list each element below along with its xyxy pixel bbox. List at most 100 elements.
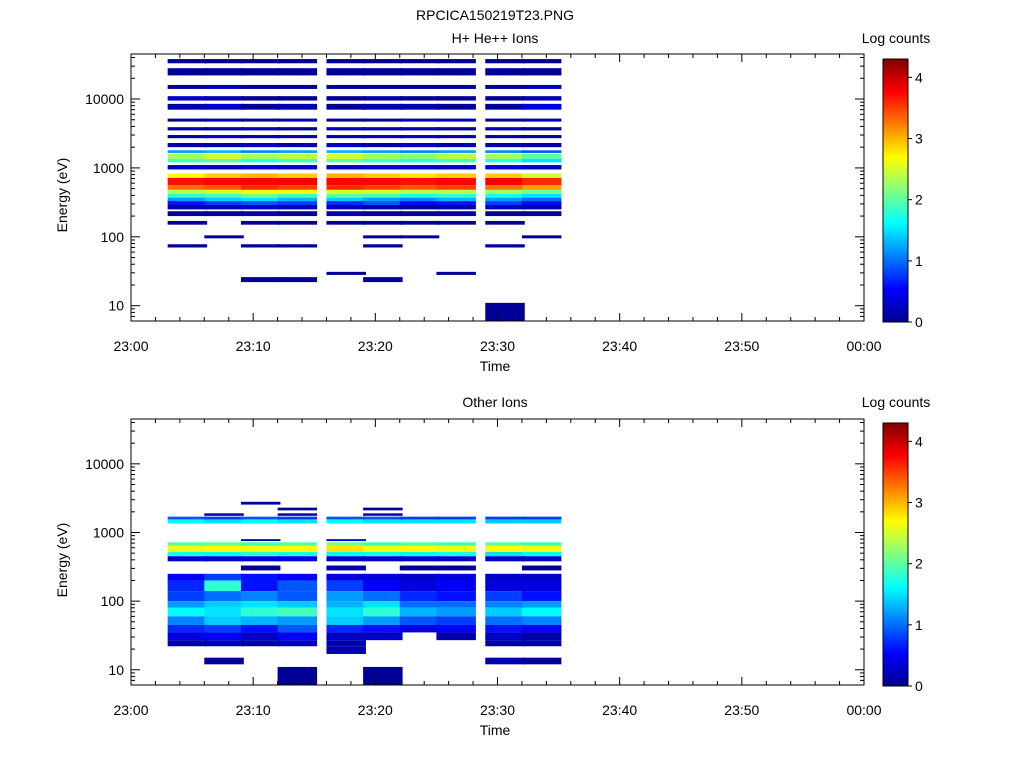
- heatmap-cell: [240, 516, 281, 520]
- heatmap-cell: [399, 177, 440, 186]
- heatmap-cell: [167, 158, 208, 163]
- heatmap-cell: [485, 632, 525, 641]
- heatmap-cell: [399, 197, 440, 202]
- heatmap-cell: [167, 84, 208, 89]
- y-axis-label-top: Energy (eV): [54, 158, 70, 233]
- colorbar-tick-label: 3: [915, 495, 923, 511]
- heatmap-cells-bottom: [167, 501, 562, 685]
- heatmap-cell: [240, 173, 281, 178]
- y-tick-label: 10000: [85, 456, 124, 472]
- heatmap-cell: [521, 173, 562, 178]
- y-axis-top: 10 100 1000 10000: [85, 57, 864, 322]
- heatmap-cell: [521, 150, 562, 153]
- heatmap-cell: [277, 211, 318, 217]
- heatmap-cell: [277, 197, 318, 202]
- heatmap-cell: [240, 244, 281, 248]
- heatmap-cell: [204, 173, 244, 178]
- heatmap-cell: [277, 135, 318, 139]
- heatmap-cell: [436, 519, 476, 524]
- heatmap-cell: [167, 545, 208, 552]
- heatmap-cell: [399, 624, 440, 633]
- heatmap-cell: [240, 632, 281, 641]
- heatmap-cell: [521, 153, 562, 159]
- heatmap-cell: [485, 84, 525, 89]
- heatmap-cell: [399, 189, 440, 194]
- heatmap-cell: [363, 607, 403, 617]
- heatmap-cell: [167, 640, 208, 647]
- colorbar-tick-label: 0: [915, 678, 923, 694]
- colorbar-tick-label: 2: [915, 192, 923, 208]
- x-tick-label: 23:10: [236, 702, 271, 718]
- heatmap-cell: [521, 657, 562, 665]
- heatmap-cell: [436, 607, 476, 617]
- heatmap-cell: [521, 59, 562, 64]
- heatmap-cell: [167, 59, 208, 64]
- heatmap-cell: [363, 142, 403, 148]
- heatmap-cell: [436, 153, 476, 159]
- heatmap-cell: [363, 158, 403, 163]
- heatmap-cell: [204, 103, 244, 110]
- heatmap-cell: [167, 244, 208, 248]
- heatmap-cell: [436, 68, 476, 76]
- heatmap-cell: [363, 59, 403, 64]
- heatmap-cell: [399, 158, 440, 163]
- heatmap-cell: [240, 277, 281, 283]
- heatmap-cell: [436, 142, 476, 148]
- heatmap-cell: [436, 565, 476, 571]
- heatmap-cell: [436, 150, 476, 153]
- heatmap-cell: [399, 153, 440, 159]
- heatmap-cell: [399, 84, 440, 89]
- heatmap-cell: [277, 580, 318, 592]
- heatmap-cell: [363, 118, 403, 122]
- heatmap-cell: [436, 204, 476, 210]
- heatmap-cell: [485, 640, 525, 647]
- heatmap-cell: [363, 204, 403, 210]
- heatmap-cell: [363, 150, 403, 153]
- heatmap-cell: [521, 545, 562, 552]
- colorbar-label-bottom: Log counts: [862, 394, 931, 410]
- heatmap-cell: [240, 165, 281, 170]
- heatmap-cell: [277, 127, 318, 131]
- heatmap-cell: [204, 235, 244, 239]
- heatmap-cell: [167, 127, 208, 131]
- heatmap-cell: [363, 173, 403, 178]
- heatmap-cell: [485, 211, 525, 217]
- heatmap-cell: [399, 150, 440, 153]
- heatmap-cell: [399, 591, 440, 602]
- heatmap-cell: [485, 158, 525, 163]
- heatmap-cell: [277, 556, 318, 562]
- heatmap-cell: [436, 542, 476, 546]
- heatmap-cell: [436, 165, 476, 170]
- heatmap-cell: [240, 519, 281, 524]
- figure-title: RPCICA150219T23.PNG: [416, 7, 574, 23]
- heatmap-cell: [363, 516, 403, 520]
- heatmap-cell: [485, 177, 525, 186]
- heatmap-cell: [399, 545, 440, 552]
- x-tick-label: 23:50: [724, 338, 759, 354]
- heatmap-cell: [399, 193, 440, 198]
- heatmap-cells-top: [167, 59, 562, 321]
- x-axis-bottom: 23:00 23:10 23:20 23:30 23:40 23:50 00:00: [113, 419, 882, 718]
- y-tick-label: 100: [101, 229, 125, 245]
- heatmap-cell: [277, 59, 318, 64]
- heatmap-cell: [485, 150, 525, 153]
- heatmap-cell: [167, 189, 208, 194]
- heatmap-cell: [485, 96, 525, 101]
- heatmap-cell: [436, 580, 476, 592]
- heatmap-cell: [204, 542, 244, 546]
- colorbar-tick-label: 1: [915, 253, 923, 269]
- heatmap-cell: [485, 201, 525, 205]
- heatmap-cell: [485, 153, 525, 159]
- heatmap-cell: [277, 632, 318, 641]
- heatmap-cell: [363, 580, 403, 592]
- heatmap-cell: [363, 551, 403, 557]
- heatmap-cell: [326, 539, 366, 542]
- heatmap-cell: [204, 177, 244, 186]
- heatmap-cell: [204, 616, 244, 625]
- heatmap-cell: [399, 516, 440, 520]
- heatmap-cell: [521, 580, 562, 592]
- heatmap-cell: [363, 573, 403, 581]
- heatmap-cell: [326, 204, 366, 210]
- y-tick-label: 10: [108, 662, 124, 678]
- heatmap-cell: [204, 165, 244, 170]
